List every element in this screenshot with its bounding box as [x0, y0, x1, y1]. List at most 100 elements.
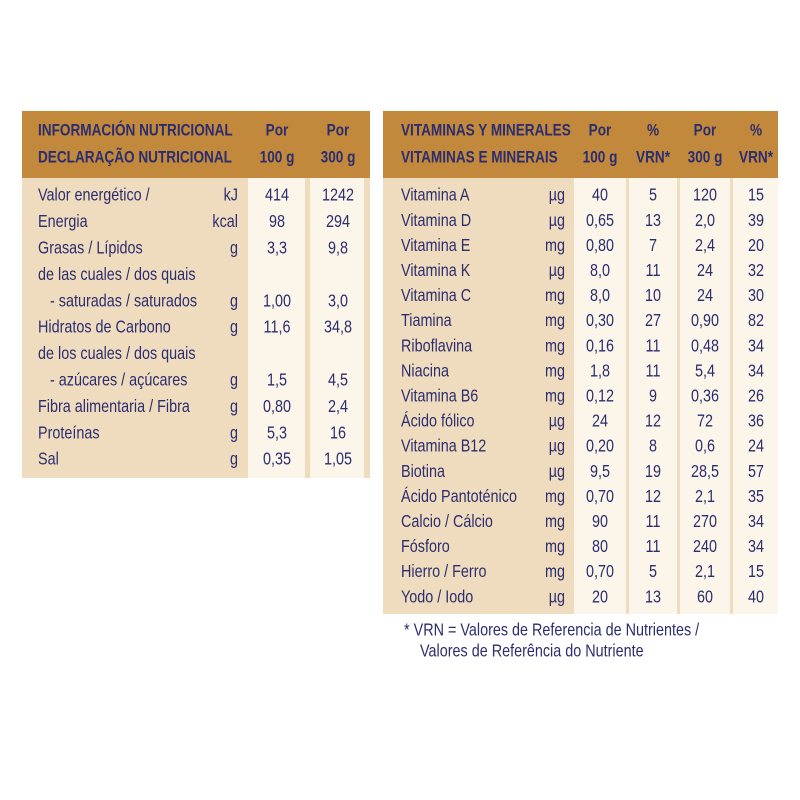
row-unit: mg [545, 512, 565, 532]
cell-value: 0,80 [263, 396, 291, 416]
cell-value: 414 [265, 185, 289, 205]
cell-value: 2,1 [695, 486, 715, 506]
column-header: VRN* [636, 148, 670, 167]
cell-value: 30 [748, 286, 764, 306]
row-unit: g [230, 238, 238, 258]
cell-value: 11,6 [264, 317, 291, 337]
row-unit: g [230, 396, 238, 416]
cell-value: 3,3 [267, 238, 287, 258]
row-label: Energia [38, 212, 88, 232]
row-label: Vitamina A [401, 185, 470, 205]
cell-value: 27 [645, 311, 661, 331]
row-unit: µg [549, 411, 565, 431]
row-label: de los cuales / dos quais [38, 344, 196, 364]
cell-value: 1,00 [263, 291, 291, 311]
cell-value: 240 [693, 537, 717, 557]
cell-value: 0,48 [691, 336, 719, 356]
cell-value: 0,36 [691, 386, 719, 406]
cell-value: 1242 [322, 185, 354, 205]
row-label: Vitamina K [401, 261, 470, 281]
cell-value: 294 [326, 212, 350, 232]
right-col-bg [629, 178, 677, 614]
cell-value: 15 [748, 562, 764, 582]
cell-value: 57 [748, 461, 764, 481]
header-title: DECLARAÇÃO NUTRICIONAL [38, 147, 232, 167]
cell-value: 26 [748, 386, 764, 406]
cell-value: 8,0 [590, 286, 610, 306]
cell-value: 120 [693, 185, 717, 205]
row-unit: mg [545, 361, 565, 381]
footnote: Valores de Referência do Nutriente [420, 641, 644, 661]
right-col-bg [680, 178, 730, 614]
column-header: 300 g [688, 148, 723, 167]
cell-value: 10 [645, 286, 661, 306]
row-unit: µg [549, 461, 565, 481]
row-label: Calcio / Cálcio [401, 512, 493, 532]
row-label: Fibra alimentaria / Fibra [38, 396, 191, 416]
header-title: VITAMINAS E MINERAIS [401, 148, 558, 167]
cell-value: 19 [645, 461, 661, 481]
cell-value: 12 [645, 411, 661, 431]
cell-value: 9,8 [328, 238, 348, 258]
row-label: Ácido fólico [401, 410, 475, 431]
cell-value: 15 [748, 185, 764, 205]
cell-value: 9,5 [590, 461, 610, 481]
cell-value: 80 [592, 537, 608, 557]
cell-value: 16 [330, 423, 346, 443]
cell-value: 72 [697, 411, 713, 431]
cell-value: 36 [748, 411, 764, 431]
header-title: INFORMACIÓN NUTRICIONAL [38, 120, 233, 140]
cell-value: 90 [592, 512, 608, 532]
cell-value: 2,1 [695, 562, 715, 582]
row-unit: mg [545, 486, 565, 506]
cell-value: 98 [269, 212, 285, 232]
row-label: Yodo / Iodo [401, 587, 473, 607]
row-unit: mg [545, 235, 565, 255]
cell-value: 39 [748, 210, 764, 230]
cell-value: 40 [592, 185, 608, 205]
cell-value: 2,4 [328, 396, 348, 416]
cell-value: 7 [649, 235, 657, 255]
cell-value: 8,0 [590, 261, 610, 281]
cell-value: 82 [748, 311, 764, 331]
cell-value: 3,0 [328, 291, 348, 311]
cell-value: 60 [697, 587, 713, 607]
cell-value: 1,8 [590, 361, 610, 381]
row-label: de las cuales / dos quais [38, 264, 196, 284]
cell-value: 12 [645, 486, 661, 506]
cell-value: 0,16 [586, 336, 614, 356]
row-unit: kcal [212, 212, 238, 232]
column-header: VRN* [739, 148, 773, 167]
row-unit: g [230, 449, 238, 469]
cell-value: 4,5 [328, 370, 348, 390]
cell-value: 5 [649, 185, 657, 205]
cell-value: 0,80 [586, 235, 614, 255]
cell-value: 32 [748, 261, 764, 281]
cell-value: 40 [748, 587, 764, 607]
cell-value: 28,5 [691, 461, 719, 481]
row-unit: µg [549, 210, 565, 230]
column-header: Por [694, 121, 717, 140]
column-header: 100 g [583, 148, 618, 167]
cell-value: 11 [646, 537, 661, 557]
row-label: Grasas / Lípidos [38, 238, 143, 258]
row-label: Biotina [401, 461, 446, 481]
cell-value: 5,3 [267, 423, 287, 443]
row-label: Tiamina [401, 311, 452, 331]
column-header: 100 g [260, 148, 295, 167]
row-label: Vitamina E [401, 235, 470, 255]
cell-value: 24 [748, 436, 764, 456]
footnote: * VRN = Valores de Referencia de Nutrien… [404, 620, 700, 640]
row-unit: µg [549, 436, 565, 456]
row-label: Vitamina B6 [401, 386, 478, 406]
row-unit: mg [545, 336, 565, 356]
cell-value: 0,6 [695, 436, 715, 456]
row-unit: g [230, 291, 238, 311]
cell-value: 35 [748, 486, 764, 506]
cell-value: 0,20 [586, 436, 614, 456]
cell-value: 24 [697, 261, 713, 281]
cell-value: 9 [649, 386, 657, 406]
cell-value: 34 [748, 537, 764, 557]
row-label: Fósforo [401, 537, 450, 557]
